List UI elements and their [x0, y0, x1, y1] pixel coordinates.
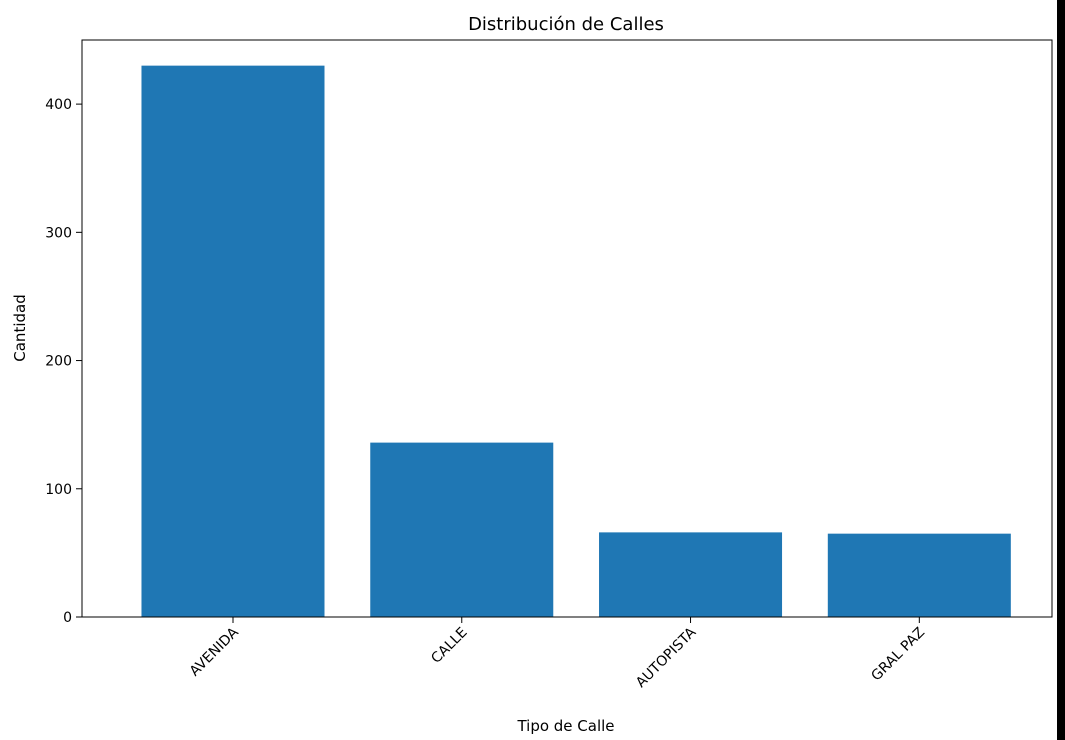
bar-avenida [141, 65, 325, 617]
y-tick-label: 100 [45, 482, 72, 498]
window-edge [1057, 0, 1065, 740]
y-tick-label: 200 [45, 354, 72, 370]
y-axis: 0 100 200 300 400 [45, 97, 82, 626]
y-tick-label: 0 [63, 610, 72, 626]
chart-title: Distribución de Calles [468, 14, 664, 35]
bar-calle [370, 442, 554, 617]
bar-gral-paz [827, 533, 1011, 617]
y-tick-label: 300 [45, 225, 72, 241]
y-tick-label: 400 [45, 97, 72, 113]
y-axis-title: Cantidad [11, 294, 29, 361]
x-axis-title: Tipo de Calle [516, 717, 614, 735]
bars-layer [141, 65, 1011, 617]
bar-autopista [599, 532, 783, 617]
plot-frame [81, 39, 1053, 618]
